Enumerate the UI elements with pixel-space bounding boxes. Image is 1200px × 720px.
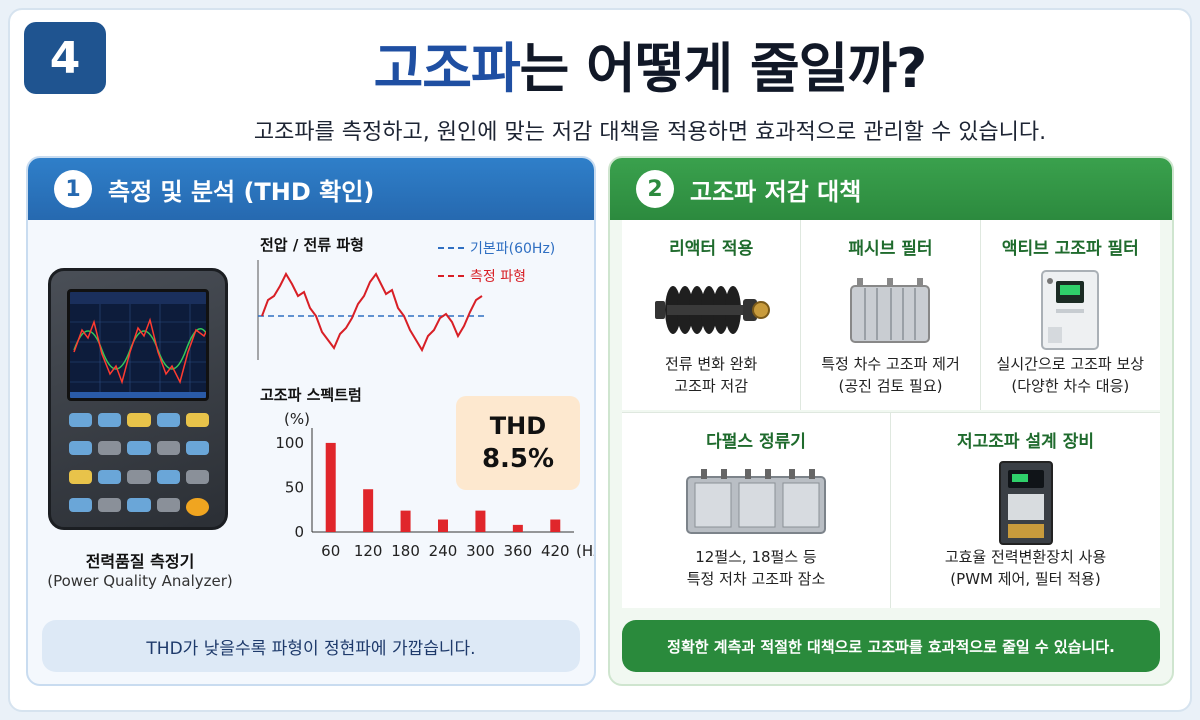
- x-tick-label: 120: [354, 542, 383, 560]
- thd-readout: THD 8.5%: [456, 396, 580, 490]
- card-title: 액티브 고조파 필터: [1001, 239, 1139, 259]
- section-number-badge: 4: [24, 22, 106, 94]
- card-desc-line1: 실시간으로 고조파 보상: [996, 355, 1145, 373]
- reduction-panel-header: 2 고조파 저감 대책: [610, 158, 1172, 220]
- harmonic-spectrum-chart: (%) 0 50 100 60 120 180 240 300 360 420 (Hz): [275, 412, 596, 560]
- measurement-panel-header: 1 측정 및 분석 (THD 확인): [28, 158, 594, 220]
- reduction-panel-title: 고조파 저감 대책: [690, 177, 862, 206]
- reactor-card: 리액터 적용 전류 변화 완화 고조파 저감: [622, 220, 802, 410]
- y-axis-unit: (%): [284, 412, 310, 428]
- card-title: 리액터 적용: [669, 239, 754, 259]
- reactor-icon: [622, 267, 800, 353]
- reduction-note: 정확한 계측과 적절한 대책으로 고조파를 효과적으로 줄일 수 있습니다.: [622, 620, 1160, 672]
- multipulse-rectifier-icon: [622, 460, 890, 546]
- analyzer-screen: [67, 289, 209, 401]
- y-tick-label: 0: [294, 523, 304, 541]
- card-desc-line1: 고효율 전력변환장치 사용: [944, 548, 1107, 566]
- card-desc-line1: 전류 변화 완화: [664, 355, 758, 373]
- active-filter-card: 액티브 고조파 필터 실시간으로 고조파 보상 (다양한 차수 대응): [981, 220, 1160, 410]
- bar-420hz: [550, 519, 561, 532]
- measured-legend-swatch: [438, 275, 464, 277]
- y-tick-label: 50: [285, 478, 304, 496]
- step-one-number: 1: [54, 170, 92, 208]
- bar-180hz: [400, 510, 411, 532]
- fundamental-legend-swatch: [438, 247, 464, 249]
- legend-measured: 측정 파형: [470, 269, 526, 285]
- card-desc-line1: 특정 차수 고조파 제거: [821, 355, 960, 373]
- x-tick-label: 420: [541, 542, 570, 560]
- title-rest: 는 어떻게 줄일까?: [519, 37, 928, 100]
- spectrum-title: 고조파 스펙트럼: [260, 386, 362, 404]
- measurement-panel: 1 측정 및 분석 (THD 확인) 전력품질: [26, 156, 596, 686]
- page-title: 고조파는 어떻게 줄일까?: [120, 24, 1180, 100]
- device-label: 전력품질 측정기: [85, 552, 195, 571]
- x-tick-label: 60: [321, 542, 340, 560]
- bar-120hz: [363, 489, 374, 532]
- card-desc-line2: (다양한 차수 대응): [1011, 377, 1130, 395]
- x-axis-unit: (Hz): [576, 542, 596, 560]
- measures-row-top: 리액터 적용 전류 변화 완화 고조파 저감 패시브 필터: [622, 220, 1160, 410]
- waveform-title: 전압 / 전류 파형: [260, 236, 364, 254]
- card-title: 다펄스 정류기: [706, 432, 806, 452]
- bar-240hz: [438, 519, 448, 532]
- measurement-panel-title: 측정 및 분석 (THD 확인): [108, 177, 375, 206]
- thd-value: 8.5%: [481, 444, 555, 474]
- y-tick-label: 100: [275, 434, 304, 452]
- x-tick-label: 360: [504, 542, 533, 560]
- measured-wave: [261, 271, 483, 353]
- active-filter-icon: [981, 267, 1160, 353]
- thd-label: THD: [489, 412, 547, 440]
- bar-360hz: [512, 524, 523, 532]
- passive-filter-icon: [801, 267, 979, 353]
- x-tick-label: 240: [429, 542, 458, 560]
- card-title: 패시브 필터: [848, 239, 933, 259]
- measurement-note: THD가 낮을수록 파형이 정현파에 가깝습니다.: [42, 620, 580, 672]
- card-desc-line2: 고조파 저감: [674, 377, 749, 395]
- card-desc-line2: (공진 검토 필요): [838, 377, 943, 395]
- card-title: 저고조파 설계 장비: [957, 432, 1094, 452]
- reduction-panel: 2 고조파 저감 대책 리액터 적용 전류 변화 완화 고: [608, 156, 1174, 686]
- power-quality-analyzer-icon: [48, 268, 228, 530]
- x-tick-label: 180: [391, 542, 420, 560]
- device-sublabel: (Power Quality Analyzer): [47, 572, 233, 590]
- multipulse-rectifier-card: 다펄스 정류기 12펄스, 18펄스 등 특정 저차 고조파 잠소: [622, 413, 891, 608]
- bar-300hz: [475, 510, 486, 532]
- step-two-number: 2: [636, 170, 674, 208]
- card-desc-line2: (PWM 제어, 필터 적용): [950, 570, 1101, 588]
- title-highlight: 고조파: [373, 37, 521, 100]
- x-tick-label: 300: [466, 542, 495, 560]
- waveform-plot: [257, 260, 488, 360]
- waveform-legend: 기본파(60Hz) 측정 파형: [438, 238, 555, 294]
- bar-60hz: [325, 442, 336, 532]
- low-harmonic-equipment-card: 저고조파 설계 장비 고효율 전력변환장치 사용 (PWM 제어, 필터 적용): [891, 413, 1160, 608]
- legend-fundamental: 기본파(60Hz): [470, 241, 556, 257]
- passive-filter-card: 패시브 필터 특정 차수 고조파 제거 (공진 검토 필요): [801, 220, 981, 410]
- card-desc-line2: 특정 저차 고조파 잠소: [686, 570, 826, 588]
- inverter-drive-icon: [891, 460, 1160, 546]
- card-desc-line1: 12펄스, 18펄스 등: [695, 548, 817, 566]
- analyzer-keypad: [69, 413, 209, 523]
- measures-row-bottom: 다펄스 정류기 12펄스, 18펄스 등 특정 저차 고조파 잠소 저고조파 설…: [622, 412, 1160, 608]
- page-subtitle: 고조파를 측정하고, 원인에 맞는 저감 대책을 적용하면 효과적으로 관리할 …: [253, 120, 1047, 145]
